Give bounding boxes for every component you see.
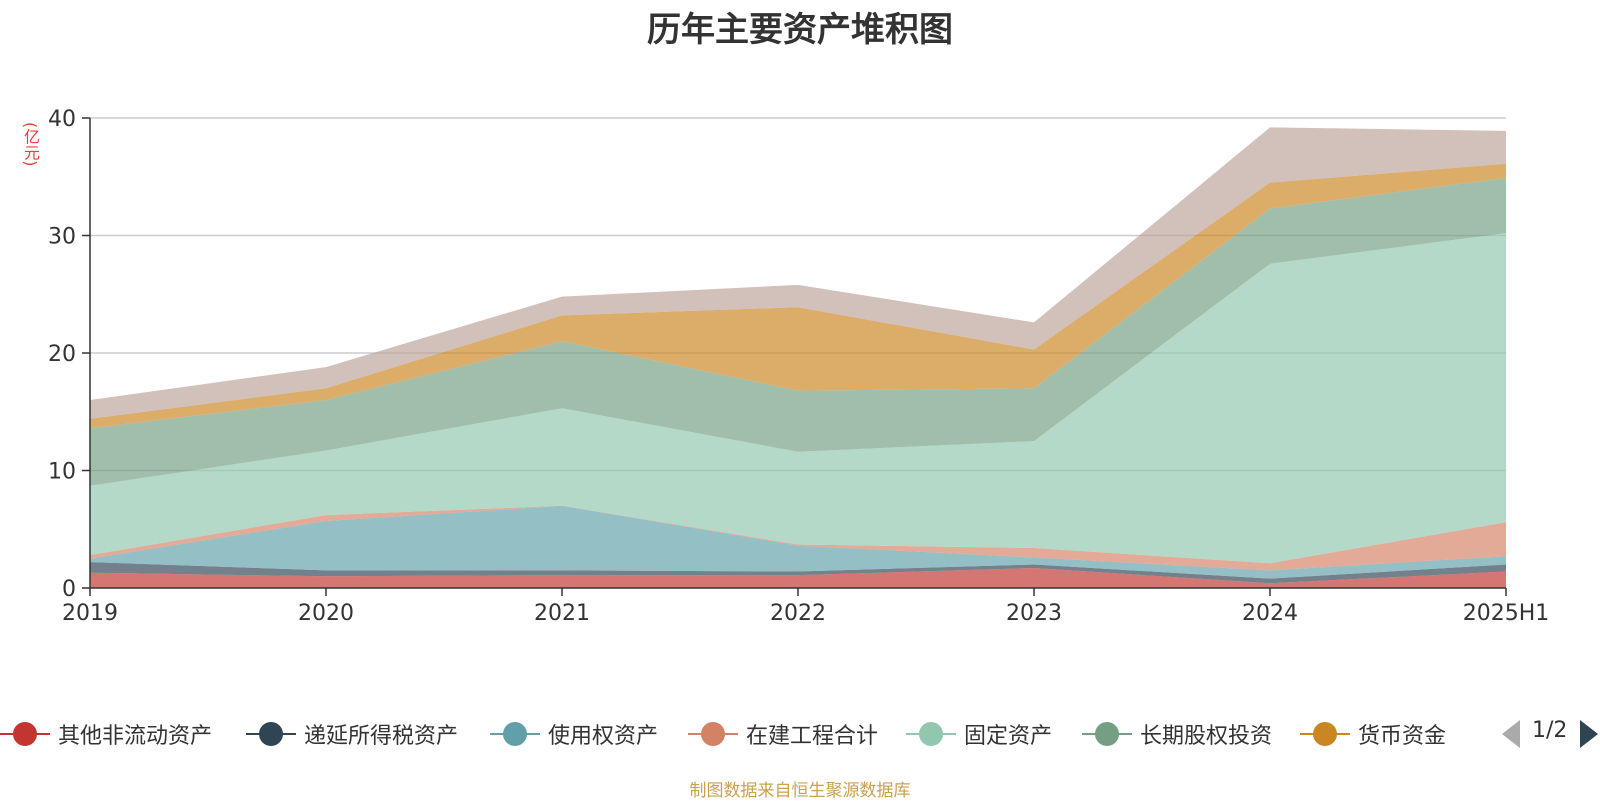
source-note: 制图数据来自恒生聚源数据库 xyxy=(689,781,911,801)
area-layer xyxy=(90,127,1506,588)
x-tick-label: 2023 xyxy=(1006,601,1062,626)
legend-item[interactable]: 其他非流动资产 xyxy=(0,716,212,752)
legend-item[interactable]: 使用权资产 xyxy=(490,716,658,752)
legend-item[interactable]: 货币资金 xyxy=(1300,716,1446,752)
area-series-7[interactable] xyxy=(90,127,1506,419)
y-tick-label: 20 xyxy=(48,342,76,367)
legend-marker-icon xyxy=(688,720,738,748)
area-series-0[interactable] xyxy=(90,568,1506,588)
x-tick-label: 2025H1 xyxy=(1463,601,1550,626)
area-series-6[interactable] xyxy=(90,163,1506,429)
area-series-5[interactable] xyxy=(90,177,1506,486)
x-tick-label: 2022 xyxy=(770,601,826,626)
area-series-2[interactable] xyxy=(90,505,1506,579)
x-tick-label: 2020 xyxy=(298,601,354,626)
legend-label: 长期股权投资 xyxy=(1140,724,1273,749)
legend-marker-icon xyxy=(0,720,50,748)
y-tick-label: 0 xyxy=(62,577,76,602)
y-tick-label: 40 xyxy=(48,107,76,132)
legend-marker-icon xyxy=(1082,720,1132,748)
legend-label: 使用权资产 xyxy=(548,724,659,749)
y-tick-label: 30 xyxy=(48,225,76,250)
legend-marker-icon xyxy=(490,720,540,748)
axes: 0 10 20 30 40 2019 2020 2021 2022 2023 2024 2025H1 xyxy=(48,107,1549,626)
legend: 其他非流动资产 递延所得税资产 使用权资产 在建工程合计 固定资产 长期股权投资 货币资金 xyxy=(0,716,1600,752)
legend-item[interactable]: 长期股权投资 xyxy=(1082,716,1272,752)
legend-page-indicator: 1/2 xyxy=(1532,718,1568,743)
y-tick-label: 10 xyxy=(48,460,76,485)
legend-item[interactable]: 固定资产 xyxy=(906,716,1052,752)
legend-marker-icon xyxy=(906,720,956,748)
legend-label: 递延所得税资产 xyxy=(304,724,459,749)
area-series-1[interactable] xyxy=(90,562,1506,584)
x-tick-label: 2021 xyxy=(534,601,590,626)
legend-label: 其他非流动资产 xyxy=(58,724,213,749)
chart-title: 历年主要资产堆积图 xyxy=(647,10,953,50)
legend-label: 货币资金 xyxy=(1358,724,1447,749)
legend-label: 固定资产 xyxy=(964,724,1053,749)
x-tick-label: 2019 xyxy=(62,601,118,626)
x-tick-label: 2024 xyxy=(1242,601,1298,626)
legend-marker-icon xyxy=(1300,720,1350,748)
area-series-3[interactable] xyxy=(90,505,1506,571)
legend-label: 在建工程合计 xyxy=(746,724,879,749)
area-series-4[interactable] xyxy=(90,233,1506,564)
legend-pager: 1/2 xyxy=(1502,716,1598,752)
legend-next-page-icon[interactable] xyxy=(1580,720,1598,748)
legend-item[interactable]: 递延所得税资产 xyxy=(246,716,458,752)
y-axis-unit-label: (亿元) xyxy=(21,122,40,167)
legend-marker-icon xyxy=(246,720,296,748)
legend-prev-page-icon[interactable] xyxy=(1502,720,1520,748)
legend-item[interactable]: 在建工程合计 xyxy=(688,716,878,752)
